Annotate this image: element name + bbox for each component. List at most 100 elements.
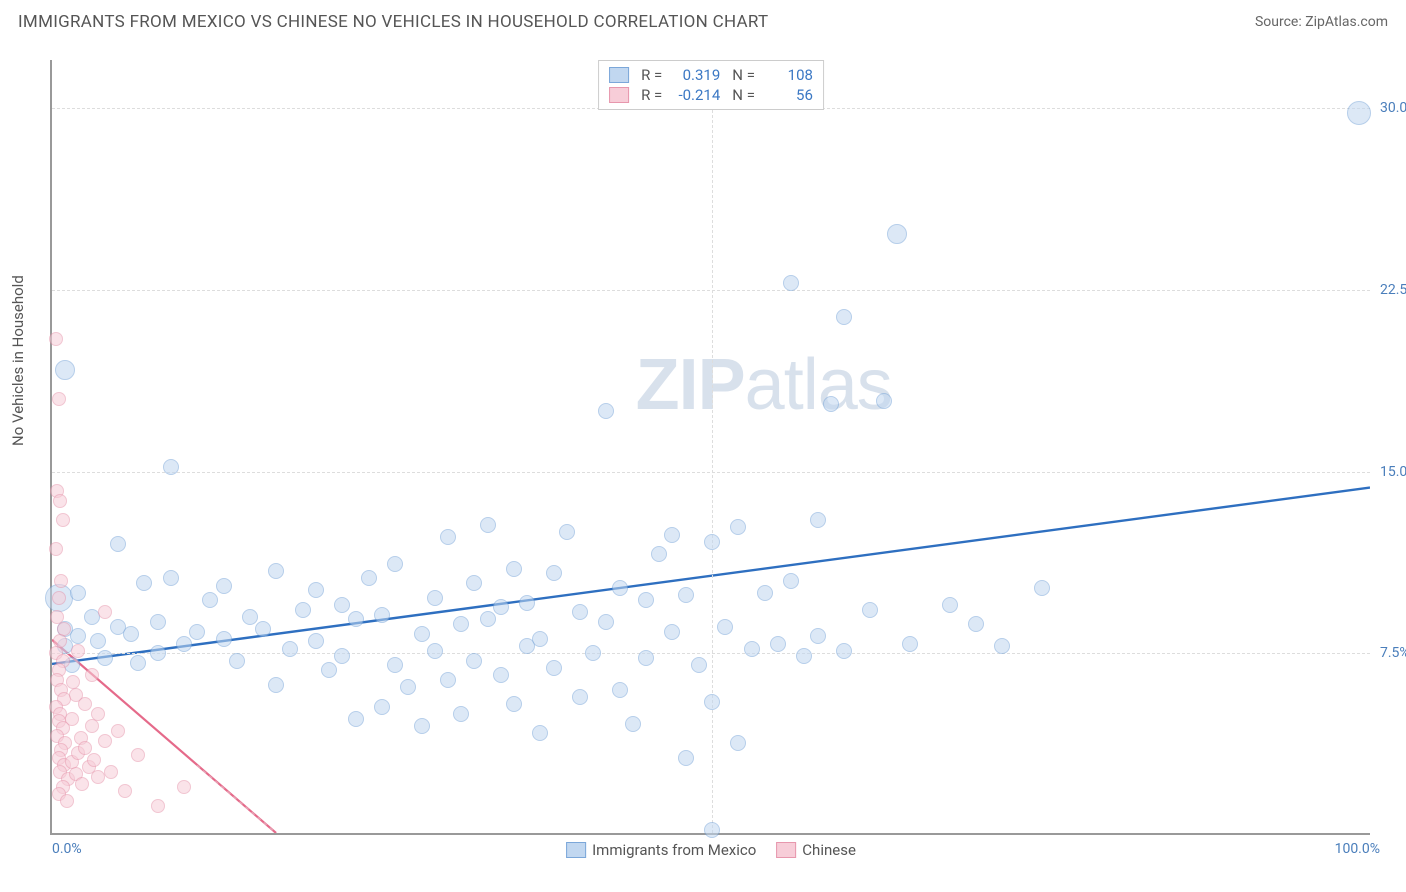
data-point-mexico [664,624,680,640]
data-point-mexico [229,653,245,669]
data-point-chinese [85,719,99,733]
data-point-mexico [480,611,496,627]
data-point-chinese [98,605,112,619]
data-point-chinese [53,494,67,508]
data-point-mexico [387,657,403,673]
data-point-mexico [730,519,746,535]
data-point-mexico [282,641,298,657]
data-point-chinese [87,753,101,767]
gridline-horizontal [52,472,1370,473]
data-point-chinese [75,777,89,791]
data-point-mexico [202,592,218,608]
data-point-mexico [836,309,852,325]
data-point-mexico [994,638,1010,654]
legend-label: Chinese [802,841,856,859]
legend-swatch [566,842,586,858]
data-point-mexico [176,636,192,652]
data-point-mexico [598,614,614,630]
gridline-horizontal [52,290,1370,291]
data-point-mexico [783,275,799,291]
data-point-mexico [704,534,720,550]
series-legend: Immigrants from Mexico Chinese [566,841,856,859]
data-point-chinese [65,712,79,726]
data-point-mexico [361,570,377,586]
n-value: 108 [763,66,813,84]
data-point-mexico [387,556,403,572]
data-point-mexico [968,616,984,632]
trend-line-ext-chinese [197,765,276,833]
data-point-mexico [585,645,601,661]
data-point-mexico [810,512,826,528]
data-point-mexico [796,648,812,664]
r-label: R = [641,86,662,104]
data-point-mexico [506,561,522,577]
trend-line-mexico [52,488,1370,664]
r-label: R = [641,66,662,84]
data-point-mexico [598,403,614,419]
scatter-plot: ZIPatlas R =0.319N =108R =-0.214N =56 Im… [50,60,1370,835]
data-point-mexico [163,570,179,586]
data-point-mexico [374,607,390,623]
data-point-mexico [348,611,364,627]
data-point-mexico [638,592,654,608]
y-tick-label: 7.5% [1380,645,1406,661]
data-point-mexico [321,662,337,678]
data-point-chinese [91,707,105,721]
data-point-mexico [268,677,284,693]
data-point-mexico [136,575,152,591]
data-point-mexico [887,224,907,244]
data-point-chinese [78,697,92,711]
r-value: -0.214 [670,86,720,104]
data-point-mexico [150,645,166,661]
data-point-mexico [532,631,548,647]
data-point-mexico [150,614,166,630]
data-point-mexico [493,599,509,615]
data-point-mexico [466,575,482,591]
data-point-chinese [78,741,92,755]
data-point-mexico [612,580,628,596]
data-point-chinese [151,799,165,813]
data-point-mexico [90,633,106,649]
correlation-stats-legend: R =0.319N =108R =-0.214N =56 [598,60,824,110]
data-point-mexico [744,641,760,657]
data-point-chinese [177,780,191,794]
data-point-mexico [942,597,958,613]
y-tick-label: 30.0% [1380,100,1406,116]
data-point-mexico [334,597,350,613]
data-point-mexico [55,360,75,380]
data-point-mexico [546,660,562,676]
data-point-mexico [308,582,324,598]
data-point-mexico [400,679,416,695]
data-point-mexico [414,626,430,642]
x-tick-label: 100.0% [1335,841,1380,857]
data-point-mexico [823,396,839,412]
data-point-mexico [546,565,562,581]
data-point-mexico [453,616,469,632]
y-tick-label: 22.5% [1380,282,1406,298]
gridline-vertical [712,60,713,833]
data-point-mexico [348,711,364,727]
data-point-mexico [810,628,826,644]
data-point-mexico [189,624,205,640]
data-point-mexico [678,587,694,603]
source-prefix: Source: [1255,14,1305,30]
data-point-mexico [440,529,456,545]
data-point-mexico [216,631,232,647]
data-point-mexico [1347,101,1371,125]
data-point-mexico [493,667,509,683]
data-point-mexico [902,636,918,652]
x-tick-label: 0.0% [52,841,82,857]
data-point-mexico [97,650,113,666]
data-point-mexico [466,653,482,669]
data-point-chinese [85,668,99,682]
legend-label: Immigrants from Mexico [592,841,756,859]
y-tick-label: 15.0% [1380,464,1406,480]
data-point-mexico [374,699,390,715]
data-point-mexico [1034,580,1050,596]
data-point-chinese [49,332,63,346]
data-point-chinese [118,784,132,798]
data-point-mexico [862,602,878,618]
data-point-mexico [678,750,694,766]
data-point-chinese [131,748,145,762]
data-point-chinese [60,794,74,808]
